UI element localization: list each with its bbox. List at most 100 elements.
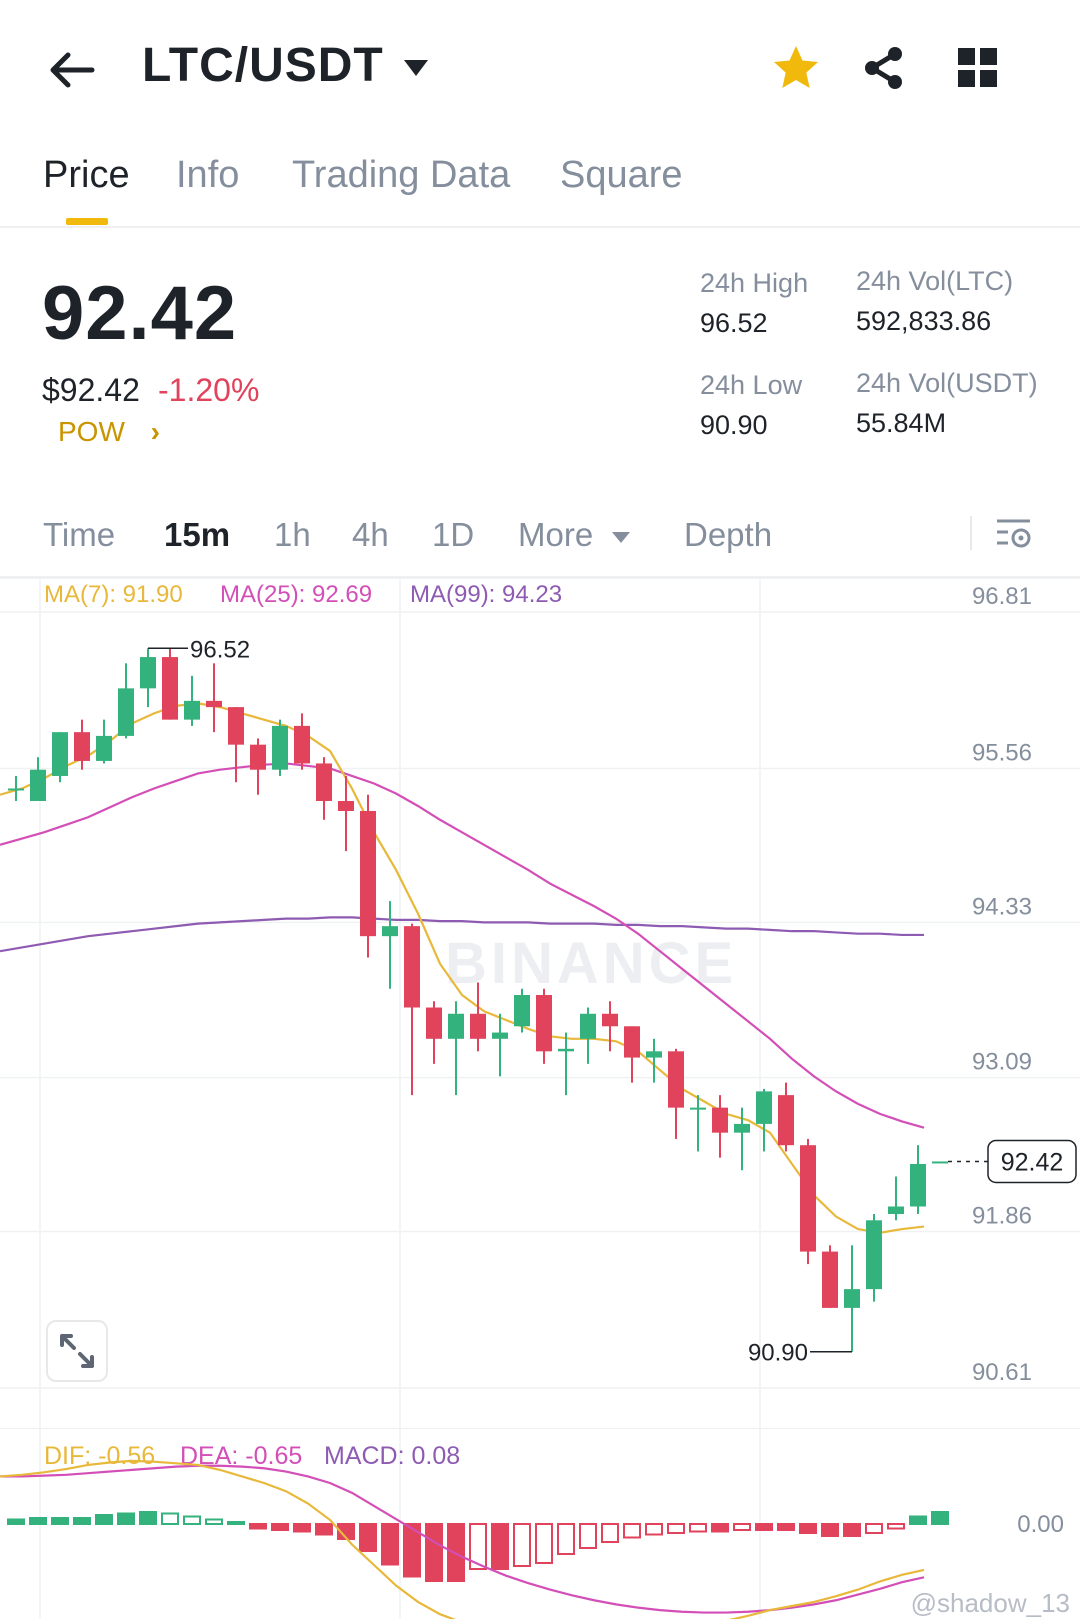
candle [668, 1048, 684, 1139]
macd-bar [513, 1523, 531, 1567]
candle [822, 1245, 838, 1308]
tag-link[interactable]: POW › [58, 416, 160, 448]
candle [426, 1001, 442, 1064]
chevron-right-icon: › [150, 416, 160, 447]
pair-title[interactable]: LTC/USDT [142, 39, 384, 92]
macd-bar [579, 1523, 597, 1549]
candle [844, 1245, 860, 1352]
tag-label: POW [58, 416, 125, 447]
y-tick-label: 90.61 [972, 1359, 1032, 1386]
chart-settings-icon[interactable] [994, 514, 1034, 554]
ma25-line [0, 762, 925, 1129]
candle [338, 775, 354, 852]
macd-bar [315, 1523, 333, 1536]
share-icon[interactable] [858, 42, 910, 94]
ma7-line [0, 702, 925, 1234]
candle [382, 901, 398, 989]
macd-bar [271, 1523, 289, 1531]
y-tick-label: 94.33 [972, 893, 1032, 920]
candle [602, 1001, 618, 1052]
candle [250, 738, 266, 795]
macd-chart: DIF: -0.56 DEA: -0.65 MACD: 0.08 0.00 @s… [0, 1428, 1080, 1619]
interval-4h[interactable]: 4h [352, 516, 389, 553]
candle [646, 1038, 662, 1083]
last-price-box [987, 1139, 1077, 1184]
candle [756, 1088, 772, 1152]
interval-time[interactable]: Time [43, 516, 116, 553]
macd-bar [183, 1515, 201, 1525]
macd-bar [469, 1523, 487, 1570]
macd-bar [51, 1517, 69, 1525]
interval-15m[interactable]: 15m [164, 516, 231, 553]
tab-price[interactable]: Price [43, 154, 130, 196]
macd-bar [865, 1523, 883, 1534]
interval-1h[interactable]: 1h [274, 516, 311, 553]
macd-bar [667, 1523, 685, 1534]
macd-bar [205, 1518, 223, 1525]
macd-bar [95, 1514, 113, 1525]
expand-icon [60, 1334, 94, 1368]
tab-square[interactable]: Square [560, 154, 683, 196]
low-marker: 90.90 [748, 1340, 808, 1367]
ma7-label: MA(7): 91.90 [44, 581, 183, 608]
candle [206, 663, 222, 733]
y-tick-label: 93.09 [972, 1049, 1032, 1076]
interval-1d[interactable]: 1D [432, 516, 475, 553]
grid-lines [0, 578, 1080, 1428]
high-label: 24h High [700, 268, 809, 298]
candle [316, 757, 332, 820]
back-arrow-icon[interactable] [44, 42, 100, 98]
tab-trading-data[interactable]: Trading Data [292, 154, 511, 196]
usd-price: $92.42 [42, 372, 140, 408]
candle [272, 719, 288, 776]
macd-bar [403, 1523, 421, 1578]
candle [558, 1032, 574, 1096]
interval-more[interactable]: More [518, 516, 632, 554]
macd-bar [755, 1523, 773, 1531]
candle [52, 732, 68, 783]
candle [888, 1176, 904, 1221]
candle [294, 713, 310, 770]
y-tick-label: 95.56 [972, 739, 1032, 766]
candle [734, 1107, 750, 1171]
tab-info[interactable]: Info [176, 154, 240, 196]
dif-label: DIF: -0.56 [44, 1442, 155, 1470]
candles [8, 648, 948, 1352]
interval-depth[interactable]: Depth [684, 516, 773, 553]
macd-bar [799, 1523, 817, 1534]
candle [800, 1138, 816, 1265]
macd-bar [381, 1523, 399, 1566]
ma-lines [0, 702, 925, 1234]
candle [536, 988, 552, 1064]
candle [690, 1095, 706, 1152]
caret-down-icon[interactable] [402, 54, 430, 82]
candle [404, 923, 420, 1096]
active-tab-indicator [66, 218, 108, 225]
macd-bar [777, 1523, 795, 1531]
fullscreen-button[interactable] [46, 1320, 108, 1382]
high-value: 96.52 [700, 308, 768, 338]
ma99-line [0, 916, 924, 953]
price-markers: 96.52 90.90 92.42 [148, 636, 1077, 1367]
chart-watermark: BINANCE [445, 931, 737, 996]
candle [514, 988, 530, 1033]
macd-bar [425, 1523, 443, 1582]
candle [162, 648, 178, 720]
macd-bar [73, 1517, 91, 1525]
ma25-label: MA(25): 92.69 [220, 581, 372, 608]
candle [866, 1214, 882, 1302]
vol-base-value: 592,833.86 [856, 306, 992, 336]
price-change: -1.20% [158, 372, 260, 408]
candle [360, 794, 376, 958]
grid-icon[interactable] [952, 42, 1004, 94]
candle [184, 675, 200, 726]
candle [140, 648, 156, 708]
candlestick-chart[interactable]: BINANCE MA(7): 91.90 MA(25): 92.69 MA(99… [0, 578, 1080, 1428]
candle [228, 707, 244, 783]
macd-label: MACD: 0.08 [324, 1442, 460, 1470]
footer-watermark: @shadow_13 [911, 1588, 1070, 1618]
macd-bar [293, 1523, 311, 1533]
macd-zero-label: 0.00 [1017, 1511, 1064, 1538]
star-icon[interactable] [770, 42, 822, 94]
macd-bar [491, 1523, 509, 1570]
